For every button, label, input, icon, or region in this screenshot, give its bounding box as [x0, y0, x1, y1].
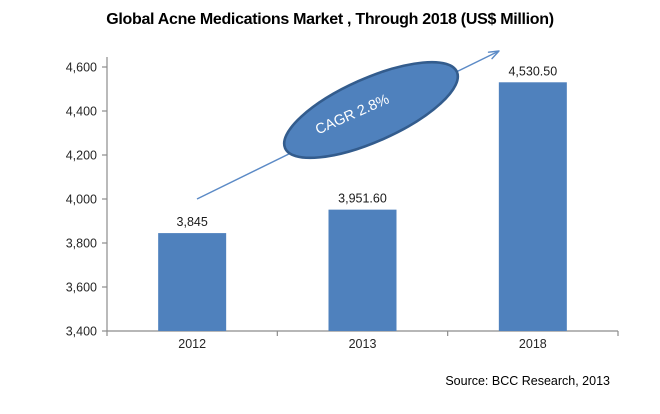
y-tick-label: 3,800 — [66, 237, 97, 251]
y-tick-label: 3,400 — [66, 325, 97, 339]
bar-2018 — [498, 82, 567, 331]
y-tick-label: 4,200 — [66, 149, 97, 163]
value-label-2018: 4,530.50 — [508, 64, 557, 78]
x-tick-label-2012: 2012 — [178, 337, 206, 351]
y-tick-label: 4,000 — [66, 193, 97, 207]
value-label-2012: 3,845 — [177, 215, 208, 229]
cagr-ellipse — [282, 60, 460, 160]
source-note: Source: BCC Research, 2013 — [445, 374, 610, 388]
y-tick-label: 3,600 — [66, 281, 97, 295]
value-label-2013: 3,951.60 — [338, 192, 387, 206]
y-tick-label: 4,600 — [66, 61, 97, 75]
x-tick-label-2018: 2018 — [519, 337, 547, 351]
y-tick-label: 4,400 — [66, 105, 97, 119]
x-tick-label-2013: 2013 — [349, 337, 377, 351]
labels: 3,400 3,600 3,800 4,000 4,200 4,400 4,600 3,845… — [66, 61, 557, 352]
chart-title: Global Acne Medications Market , Through… — [106, 11, 554, 28]
bars — [158, 82, 567, 331]
bar-2012 — [158, 233, 227, 331]
bar-2013 — [328, 209, 397, 331]
